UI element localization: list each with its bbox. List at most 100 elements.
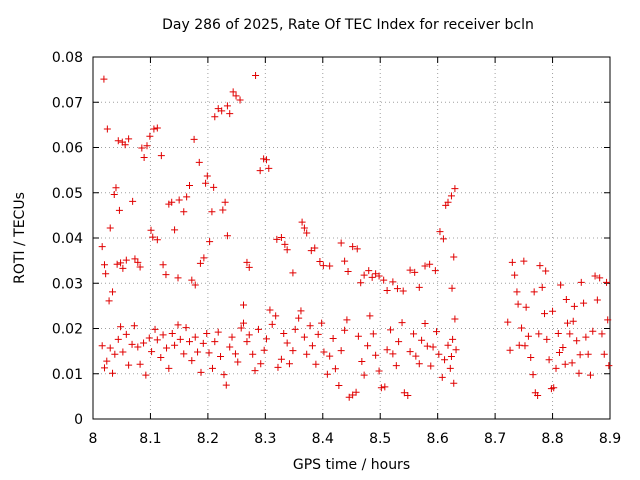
data-point: [604, 316, 612, 324]
data-point: [563, 319, 571, 327]
data-point: [272, 312, 280, 320]
data-point: [114, 137, 122, 145]
data-point: [318, 319, 326, 327]
data-point: [343, 316, 351, 324]
data-point: [319, 262, 327, 270]
data-point: [157, 152, 165, 160]
data-point: [214, 328, 222, 336]
data-point: [183, 193, 191, 201]
y-tick-label: 0.02: [52, 322, 83, 338]
data-point: [360, 371, 368, 379]
y-tick-label: 0: [74, 412, 83, 428]
data-point: [353, 245, 361, 253]
data-point: [138, 144, 146, 152]
data-point: [580, 299, 588, 307]
data-point: [450, 379, 458, 387]
data-point: [593, 296, 601, 304]
data-point: [140, 339, 148, 347]
data-point: [447, 192, 455, 200]
data-point: [229, 88, 237, 96]
data-point: [103, 125, 111, 133]
data-point: [452, 346, 460, 354]
data-point: [157, 353, 165, 361]
y-tick-label: 0.03: [52, 276, 83, 292]
data-point: [254, 325, 262, 333]
data-point: [151, 325, 159, 333]
data-point: [411, 268, 419, 276]
data-point: [125, 135, 133, 143]
data-point: [260, 346, 268, 354]
data-point: [102, 270, 110, 278]
data-point: [383, 286, 391, 294]
y-tick-label: 0.07: [52, 95, 83, 111]
data-point: [115, 206, 123, 214]
data-point: [303, 350, 311, 358]
data-point: [341, 257, 349, 265]
data-point: [389, 278, 397, 286]
data-point: [191, 281, 199, 289]
data-point: [203, 172, 211, 180]
data-point: [542, 267, 550, 275]
data-point: [295, 314, 303, 322]
data-point: [549, 307, 557, 315]
data-point: [114, 335, 122, 343]
data-point: [221, 198, 229, 206]
data-point: [202, 179, 210, 187]
data-point: [568, 359, 576, 367]
data-point: [543, 335, 551, 343]
data-point: [245, 331, 253, 339]
data-point: [219, 206, 227, 214]
data-point: [586, 371, 594, 379]
data-point: [98, 243, 106, 251]
data-point: [159, 331, 167, 339]
data-points-layer: [98, 72, 613, 401]
y-tick-label: 0.08: [52, 50, 83, 66]
data-point: [112, 184, 120, 192]
data-point: [274, 363, 282, 371]
data-point: [199, 339, 207, 347]
data-point: [559, 344, 567, 352]
data-point: [439, 235, 447, 243]
data-point: [208, 208, 216, 216]
data-point: [266, 306, 274, 314]
data-point: [145, 334, 153, 342]
data-point: [418, 336, 426, 344]
data-point: [249, 350, 257, 358]
data-point: [504, 318, 512, 326]
data-point: [186, 338, 194, 346]
data-point: [300, 333, 308, 341]
x-tick-label: 8.1: [139, 431, 161, 447]
data-point: [234, 358, 242, 366]
data-point: [393, 285, 401, 293]
data-point: [541, 310, 549, 318]
data-point: [329, 334, 337, 342]
data-point: [280, 329, 288, 337]
data-point: [113, 260, 121, 268]
data-point: [298, 218, 306, 226]
data-point: [306, 322, 314, 330]
data-point: [142, 371, 150, 379]
data-point: [406, 266, 414, 274]
data-point: [153, 236, 161, 244]
data-point: [426, 260, 434, 268]
data-point: [566, 330, 574, 338]
data-point: [206, 238, 214, 246]
data-point: [171, 341, 179, 349]
data-point: [449, 335, 457, 343]
tick-labels-layer: 8 8.1 8.2 8.3 8.4 8.5 8.6 8.7 8.8 8.9 0 0.01 0.02 0.0…: [52, 50, 621, 447]
data-point: [368, 273, 376, 281]
data-point: [404, 391, 412, 399]
data-point: [577, 278, 585, 286]
data-point: [377, 384, 385, 392]
x-axis-label: GPS time / hours: [292, 457, 411, 473]
data-point: [335, 382, 343, 390]
data-point: [110, 191, 118, 199]
data-point: [521, 342, 529, 350]
data-point: [228, 333, 236, 341]
data-point: [100, 364, 108, 372]
data-point: [208, 364, 216, 372]
data-point: [150, 125, 158, 133]
data-point: [448, 284, 456, 292]
data-point: [281, 240, 289, 248]
